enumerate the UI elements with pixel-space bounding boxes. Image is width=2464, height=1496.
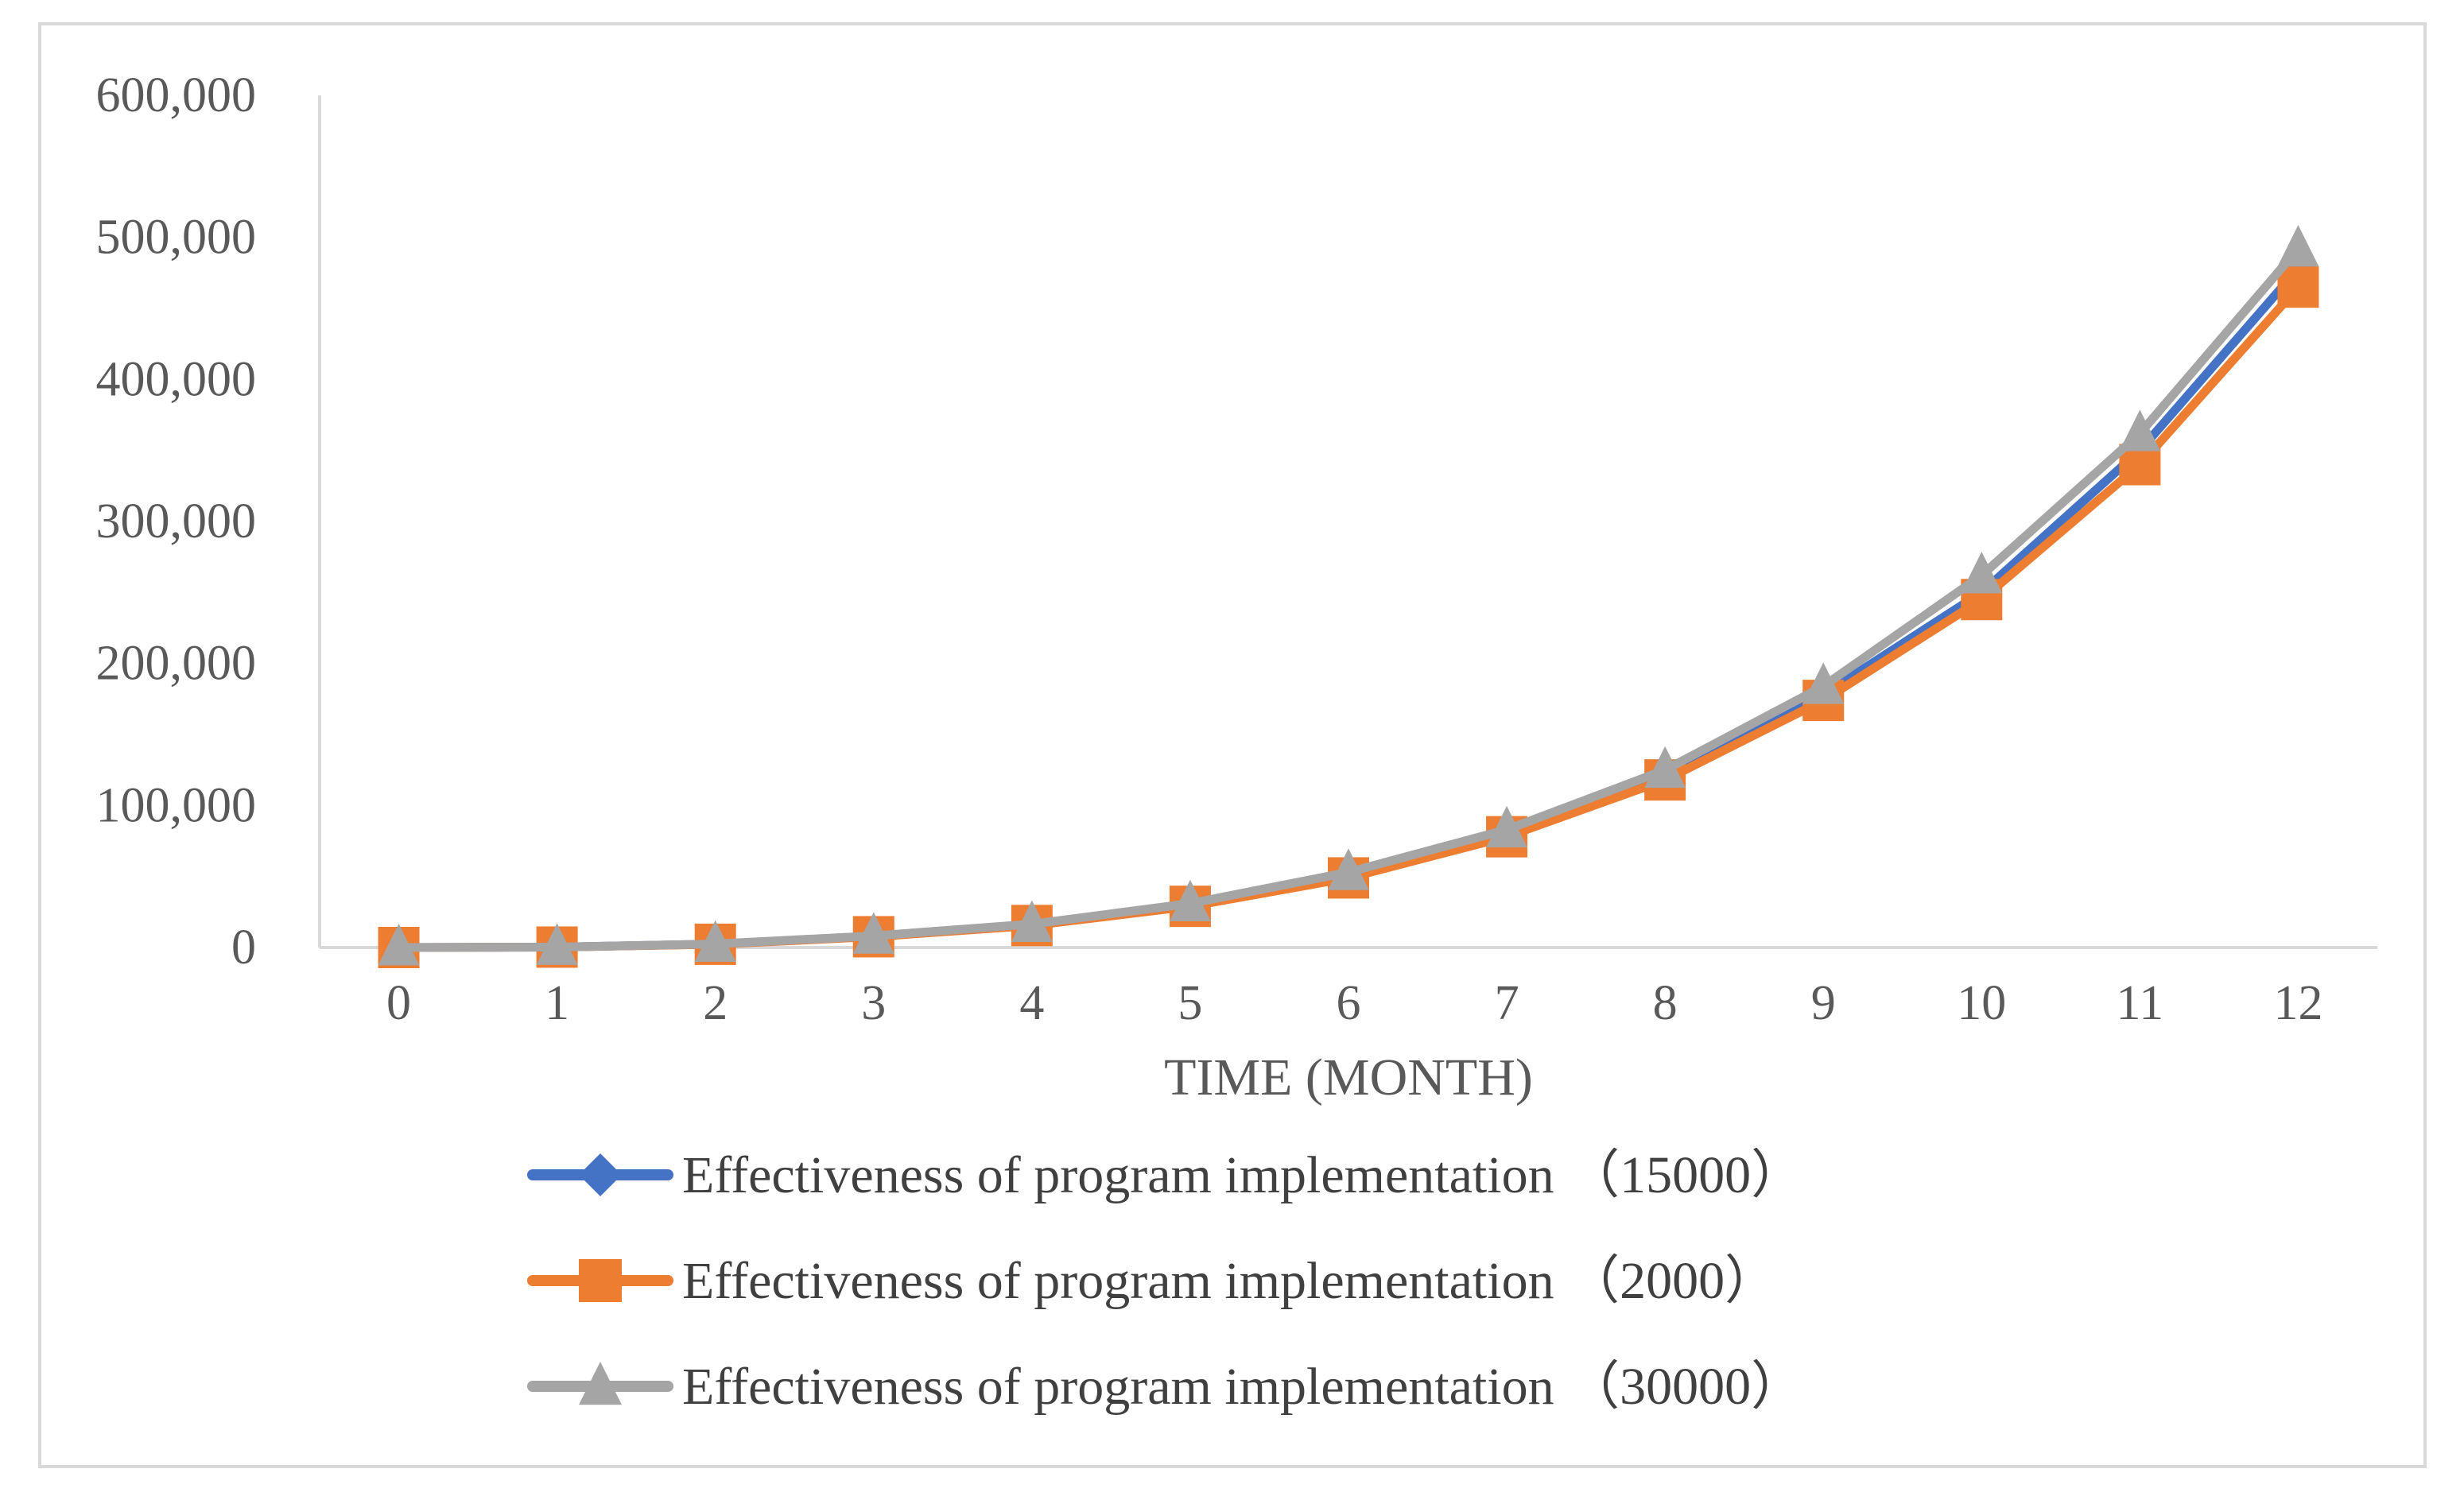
y-tick-label: 300,000 [96,494,257,548]
x-axis-title: TIME (MONTH) [1164,1048,1533,1106]
legend-swatch-marker [579,1153,622,1196]
x-tick-label: 12 [2273,976,2322,1030]
data-point [1011,900,1053,942]
data-point [694,920,736,962]
data-point [852,912,894,954]
data-point [2119,409,2161,452]
data-point [1328,848,1369,890]
x-tick-label: 4 [1019,976,1044,1030]
data-point [1486,805,1528,848]
legend-swatch-marker [579,1259,622,1302]
x-tick-label: 10 [1957,976,2006,1030]
x-tick-label: 2 [703,976,728,1030]
y-tick-label: 200,000 [96,637,257,691]
legend-entry: Effectiveness of program implementation … [527,1146,1803,1204]
legend-entry: Effectiveness of program implementation … [527,1358,1803,1416]
series-triangle [378,225,2319,966]
data-point [378,924,420,966]
data-point [2277,225,2319,267]
data-point [1644,746,1686,789]
x-tick-label: 1 [545,976,569,1030]
y-tick-label: 600,000 [96,68,257,122]
legend-label: Effectiveness of program implementation … [682,1252,1777,1310]
x-tick-label: 8 [1653,976,1678,1030]
data-point [1169,879,1211,922]
y-tick-label: 400,000 [96,352,257,406]
x-tick-label: 0 [386,976,411,1030]
x-tick-label: 6 [1337,976,1361,1030]
x-tick-label: 5 [1178,976,1202,1030]
legend-swatch-marker [579,1361,622,1405]
data-point [1802,662,1845,704]
data-point [2277,266,2319,308]
y-tick-label: 500,000 [96,211,257,265]
chart-border [38,22,2427,1468]
y-tick-label: 100,000 [96,778,257,832]
data-point [1961,551,2003,594]
x-tick-label: 7 [1495,976,1519,1030]
x-tick-label: 9 [1811,976,1836,1030]
legend-label: Effectiveness of program implementation … [682,1146,1803,1204]
x-tick-label: 11 [2117,976,2164,1030]
legend-label: Effectiveness of program implementation … [682,1358,1803,1416]
y-tick-label: 0 [231,920,256,975]
x-tick-label: 3 [861,976,886,1030]
legend-entry: Effectiveness of program implementation … [527,1252,1777,1310]
data-point [536,923,578,965]
